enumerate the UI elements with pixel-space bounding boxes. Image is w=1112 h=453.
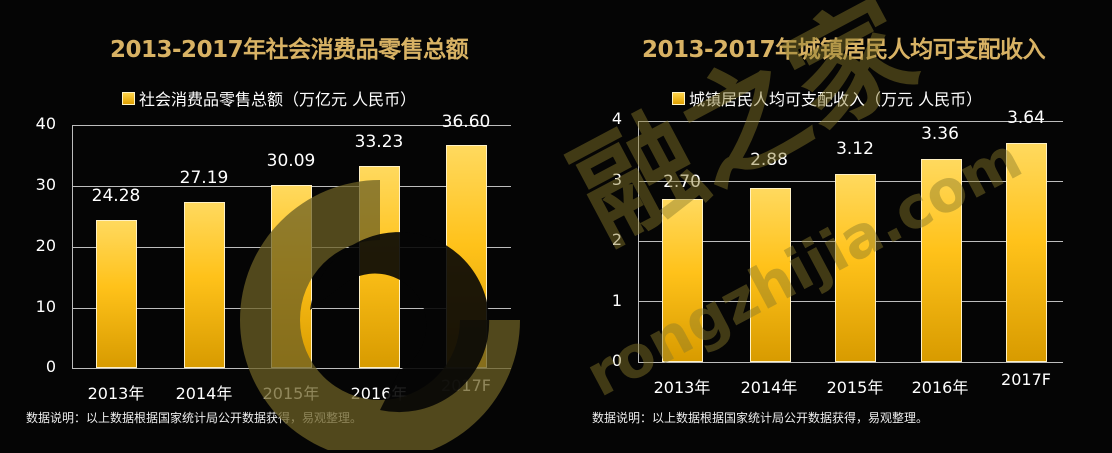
bar-2014: [184, 202, 225, 368]
x-label: 2015年: [262, 384, 320, 403]
y-tick: 2: [611, 230, 622, 249]
y-tick: 4: [611, 109, 622, 128]
y-tick: 20: [35, 236, 56, 255]
chart-retail-sales: 2013-2017年社会消费品零售总额 社会消费品零售总额（万亿元 人民币） 4…: [26, 37, 511, 425]
y-tick: 3: [611, 170, 622, 189]
legend-swatch: [122, 91, 135, 105]
chart-legend: 社会消费品零售总额（万亿元 人民币）: [122, 86, 416, 110]
legend-label: 城镇居民人均可支配收入（万元 人民币）: [689, 90, 983, 109]
bar-2013: [662, 199, 703, 362]
x-label: 2017F: [441, 376, 491, 395]
bar-2016: [921, 159, 962, 362]
value-label: 2.70: [663, 172, 701, 192]
gridline: [639, 121, 1063, 122]
value-label: 24.28: [91, 186, 141, 206]
bar-2017f: [446, 145, 487, 368]
bar-2013: [96, 220, 137, 368]
y-tick: 40: [35, 114, 56, 133]
legend-swatch: [672, 91, 685, 105]
value-label: 33.23: [354, 132, 404, 152]
gridline: [73, 125, 511, 126]
x-label: 2014年: [175, 384, 233, 403]
bar-2017f: [1006, 143, 1047, 362]
x-label: 2014年: [740, 378, 798, 397]
bar-2016: [359, 166, 400, 368]
value-label: 2.88: [750, 150, 788, 170]
bar-2015: [835, 174, 876, 362]
legend-label: 社会消费品零售总额（万亿元 人民币）: [139, 90, 417, 109]
x-label: 2013年: [653, 378, 711, 397]
x-label: 2013年: [87, 384, 145, 403]
y-tick: 30: [35, 175, 56, 194]
value-label: 30.09: [266, 151, 316, 171]
value-label: 3.12: [836, 139, 874, 159]
chart-title: 2013-2017年社会消费品零售总额: [110, 37, 469, 63]
data-source-note: 数据说明：以上数据根据国家统计局公开数据获得，易观整理。: [26, 411, 363, 425]
bar-2014: [750, 188, 791, 362]
x-label: 2015年: [826, 378, 884, 397]
chart-legend: 城镇居民人均可支配收入（万元 人民币）: [672, 86, 982, 110]
x-label: 2016年: [911, 378, 969, 397]
y-tick: 1: [611, 291, 622, 310]
data-source-note: 数据说明：以上数据根据国家统计局公开数据获得，易观整理。: [592, 411, 929, 425]
x-label: 2017F: [1001, 370, 1051, 389]
bar-2015: [271, 185, 312, 368]
y-tick: 0: [45, 357, 56, 376]
value-label: 3.64: [1007, 108, 1045, 128]
value-label: 3.36: [921, 124, 959, 144]
y-tick: 10: [35, 297, 56, 316]
value-label: 27.19: [179, 168, 229, 188]
plot-area: [638, 121, 1063, 363]
chart-disposable-income: 2013-2017年城镇居民人均可支配收入 城镇居民人均可支配收入（万元 人民币…: [556, 0, 1112, 453]
y-tick: 0: [611, 351, 622, 370]
x-label: 2016年: [350, 384, 408, 403]
chart-title: 2013-2017年城镇居民人均可支配收入: [642, 37, 1046, 63]
value-label: 36.60: [441, 112, 491, 132]
